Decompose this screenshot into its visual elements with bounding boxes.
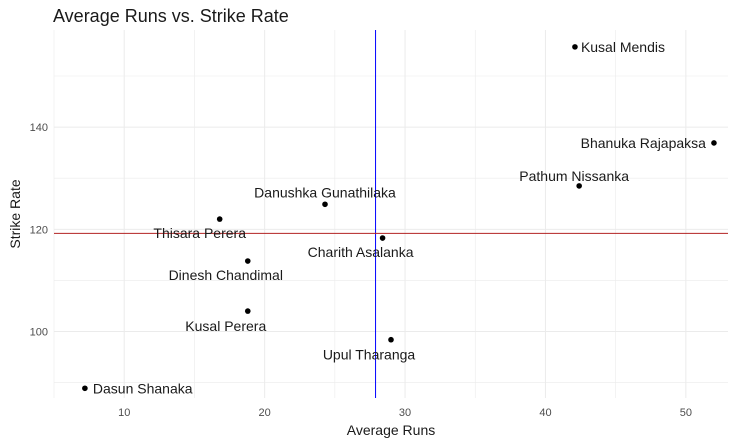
data-point-label: Thisara Perera	[153, 225, 246, 241]
chart-title: Average Runs vs. Strike Rate	[53, 6, 289, 26]
data-point	[388, 336, 394, 343]
data-point-label: Pathum Nissanka	[519, 168, 629, 184]
data-point	[244, 258, 251, 264]
x-tick-label: 30	[399, 407, 411, 419]
data-point	[711, 140, 717, 146]
data-point-label: Charith Asalanka	[308, 244, 414, 260]
data-point-label: Bhanuka Rajapaksa	[581, 135, 707, 151]
data-point	[244, 308, 251, 314]
data-point-label: Dasun Shanaka	[93, 380, 193, 396]
data-point	[82, 385, 88, 392]
x-tick-label: 10	[118, 407, 130, 419]
x-axis-title: Average Runs	[347, 422, 435, 438]
x-tick-label: 50	[680, 407, 692, 419]
data-point	[379, 235, 386, 241]
data-point-label: Dinesh Chandimal	[169, 267, 283, 283]
y-tick-label: 100	[30, 327, 48, 339]
data-point	[216, 216, 223, 222]
data-point-label: Kusal Perera	[185, 318, 266, 334]
x-tick-label: 40	[539, 407, 551, 419]
y-axis-title: Strike Rate	[7, 179, 23, 248]
data-point-label: Kusal Mendis	[581, 39, 665, 55]
data-point	[572, 44, 578, 50]
data-point	[576, 183, 582, 189]
data-point	[322, 201, 328, 208]
x-tick-label: 20	[259, 407, 271, 419]
y-tick-label: 120	[30, 224, 48, 236]
data-point-label: Danushka Gunathilaka	[254, 184, 396, 200]
data-point-label: Upul Tharanga	[323, 347, 416, 363]
y-tick-label: 140	[30, 122, 48, 134]
